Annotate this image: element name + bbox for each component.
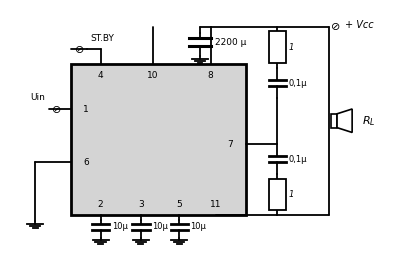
Bar [331, 114, 337, 128]
Text: 0,1µ: 0,1µ [288, 155, 307, 164]
Text: 3: 3 [138, 200, 144, 209]
Polygon shape [337, 109, 352, 133]
Text: 10µ: 10µ [112, 223, 128, 231]
Text: 8: 8 [208, 71, 214, 80]
Text: 10µ: 10µ [152, 223, 168, 231]
Text: 0,1µ: 0,1µ [288, 78, 307, 88]
Bar [269, 31, 286, 63]
Text: 1: 1 [83, 105, 89, 114]
Text: ST.BY: ST.BY [91, 34, 114, 43]
Text: 5: 5 [176, 200, 182, 209]
Text: 2: 2 [98, 200, 104, 209]
Bar [71, 64, 246, 215]
Text: 11: 11 [210, 200, 222, 209]
Text: $R_L$: $R_L$ [362, 114, 376, 128]
Text: $\oslash$: $\oslash$ [330, 21, 340, 32]
Text: Uin: Uin [30, 93, 45, 102]
Text: 6: 6 [83, 158, 89, 167]
Text: $\oslash$: $\oslash$ [51, 104, 61, 115]
Text: 10: 10 [147, 71, 159, 80]
Text: 2200 µ: 2200 µ [215, 38, 246, 47]
Text: 7: 7 [227, 140, 233, 149]
Text: 1: 1 [288, 190, 294, 199]
Bar [269, 179, 286, 210]
Text: + Vcc: + Vcc [345, 20, 374, 30]
Text: 4: 4 [98, 71, 104, 80]
Text: 1: 1 [288, 43, 294, 52]
Text: 10µ: 10µ [190, 223, 206, 231]
Text: $\oslash$: $\oslash$ [74, 44, 84, 55]
